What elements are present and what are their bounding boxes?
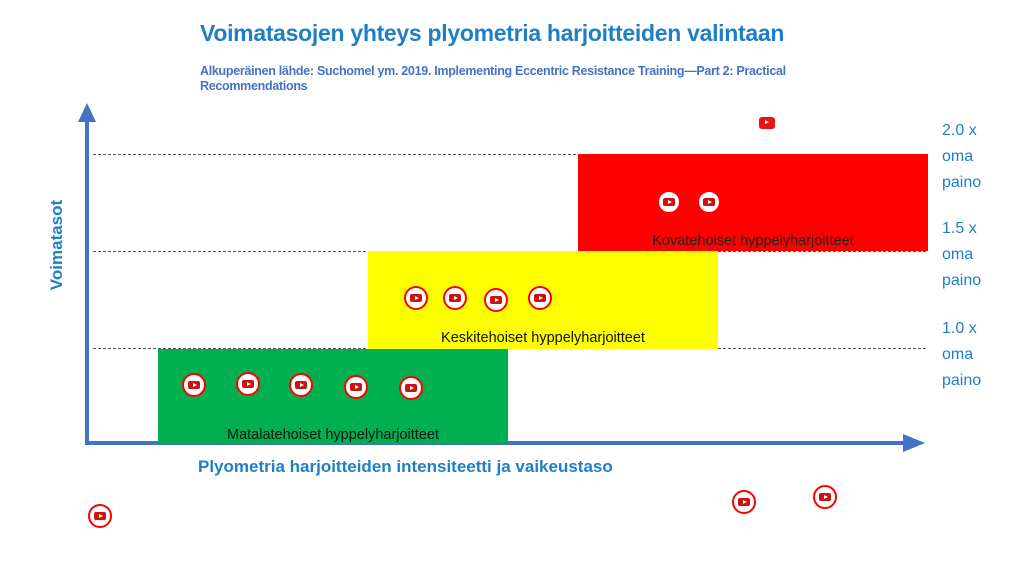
high-intensity-box: Kovatehoiset hyppelyharjoitteet [578, 154, 928, 251]
level-label-1-0: 1.0 x oma paino [942, 320, 982, 389]
y-axis-label: Voimatasot [47, 199, 66, 291]
youtube-play-icon[interactable] [88, 504, 112, 528]
level-label-2-0: 2.0 x oma paino [942, 122, 982, 191]
youtube-play-icon[interactable] [443, 286, 467, 310]
youtube-play-icon[interactable] [657, 190, 681, 214]
x-axis-label: Plyometria harjoitteiden intensiteetti j… [198, 457, 613, 476]
youtube-play-icon[interactable] [484, 288, 508, 312]
y-axis-arrow [78, 103, 96, 122]
youtube-play-icon[interactable] [289, 373, 313, 397]
x-axis [85, 441, 905, 445]
high-intensity-label: Kovatehoiset hyppelyharjoitteet [652, 233, 854, 249]
medium-intensity-label: Keskitehoiset hyppelyharjoitteet [441, 330, 645, 346]
x-axis-arrow [903, 434, 925, 452]
low-intensity-box: Matalatehoiset hyppelyharjoitteet [158, 349, 508, 443]
youtube-play-icon[interactable] [182, 373, 206, 397]
source-citation: Alkuperäinen lähde: Suchomel ym. 2019. I… [200, 64, 786, 93]
youtube-play-icon[interactable] [344, 375, 368, 399]
page-title: Voimatasojen yhteys plyometria harjoitte… [200, 20, 785, 46]
youtube-play-icon[interactable] [236, 372, 260, 396]
level-label-1-5: 1.5 x oma paino [942, 220, 982, 289]
youtube-play-icon[interactable] [399, 376, 423, 400]
youtube-play-icon[interactable] [813, 485, 837, 509]
low-intensity-label: Matalatehoiset hyppelyharjoitteet [227, 427, 439, 443]
youtube-play-icon[interactable] [697, 190, 721, 214]
youtube-play-icon[interactable] [404, 286, 428, 310]
level-line-2-0 [93, 154, 926, 155]
youtube-play-icon[interactable] [732, 490, 756, 514]
y-axis [85, 120, 89, 445]
youtube-play-icon[interactable] [528, 286, 552, 310]
youtube-play-icon[interactable] [759, 117, 775, 129]
